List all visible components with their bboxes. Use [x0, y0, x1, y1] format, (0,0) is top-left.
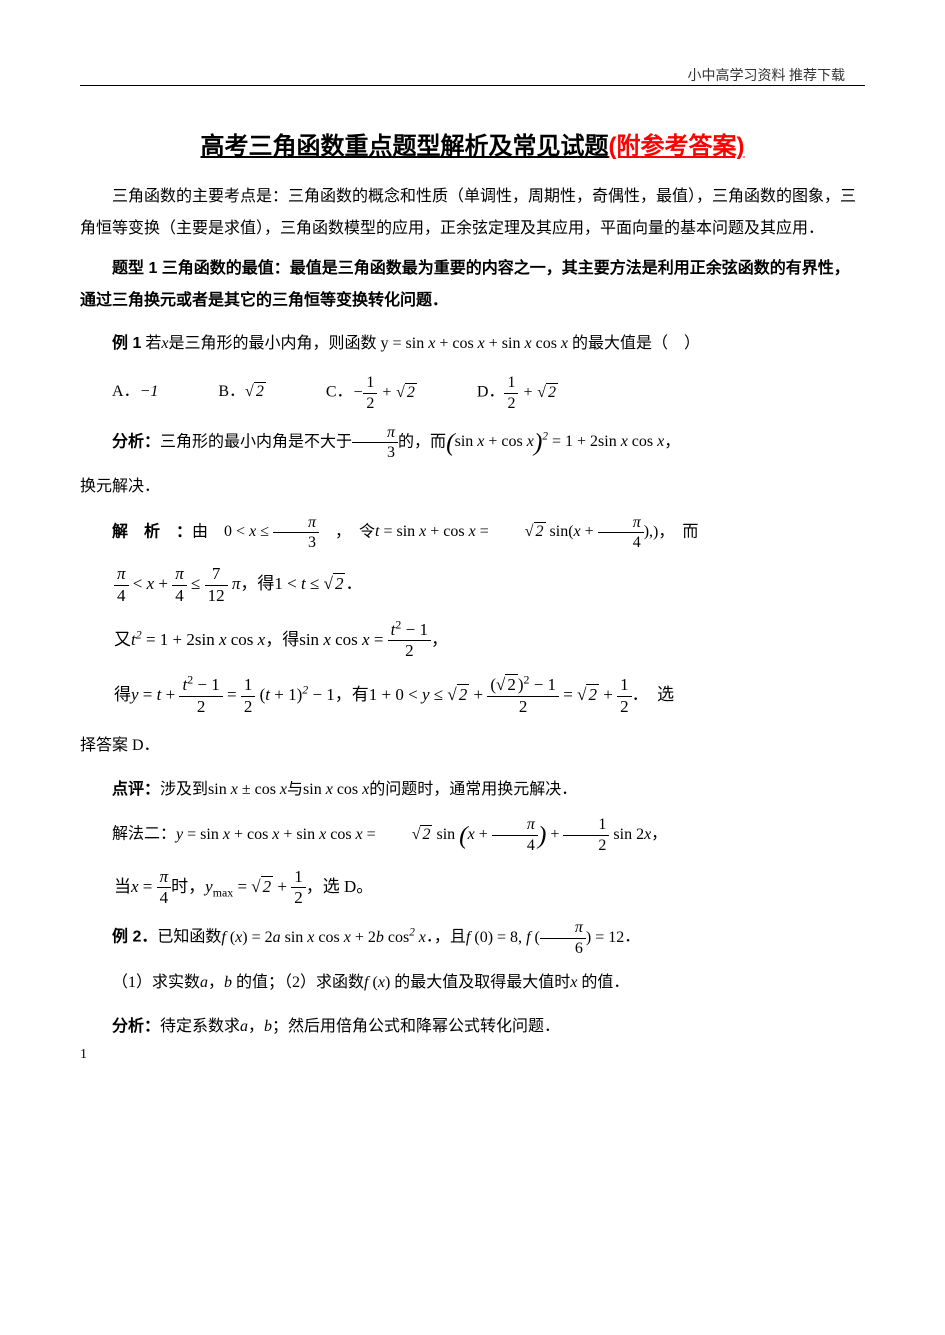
analysis-1: 分析：三角形的最小内角是不大于π3的，而(sin x + cos x)2 = 1… — [80, 423, 865, 462]
solution-1-line4: 得y = t + t2 − 12 = 12 (t + 1)2 − 1，有1 + … — [114, 671, 865, 719]
header-note: 小中高学习资料 推荐下载 — [688, 65, 846, 85]
page-number: 1 — [80, 1047, 87, 1063]
option-C: C．−12 + 2 — [326, 373, 417, 412]
intro-paragraph: 三角函数的主要考点是：三角函数的概念和性质（单调性，周期性，奇偶性，最值），三角… — [80, 181, 865, 245]
sol2-label: 解法二： — [112, 826, 176, 843]
sol1-label: 解 析 ： — [112, 523, 192, 540]
solution-1-line3: 又t2 = 1 + 2sin x cos x，得sin x cos x = t2… — [114, 616, 865, 664]
solution-1-line1: 解 析 ：由 0 < x ≤ π3 ， 令t = sin x + cos x =… — [80, 513, 865, 552]
ex1-expr: y = sin x + cos x + sin x cos x — [381, 335, 569, 352]
analysis-2: 分析：待定系数求a，b；然后用倍角公式和降幂公式转化问题． — [80, 1008, 865, 1046]
ex1-options: A．−1 B．2 C．−12 + 2 D．12 + 2 — [112, 373, 865, 412]
ex2-label: 例 2． — [112, 929, 157, 946]
analysis1-label: 分析： — [112, 433, 160, 450]
comment-1: 点评：涉及到sin x ± cos x与sin x cos x的问题时，通常用换… — [80, 771, 865, 809]
analysis1-b: 的，而 — [398, 433, 446, 450]
solution-1-line2: π4 < x + π4 ≤ 712 π，得1 < t ≤ 2． — [114, 560, 865, 608]
analysis-1-cont: 换元解决． — [80, 468, 865, 506]
ex1-text-after: 的最大值是（ ） — [568, 335, 700, 352]
solution-1-line5: 择答案 D． — [80, 727, 865, 765]
option-D: D．12 + 2 — [477, 373, 558, 412]
option-A: A．−1 — [112, 373, 158, 412]
page-title: 高考三角函数重点题型解析及常见试题(附参考答案) — [80, 126, 865, 161]
title-suffix: (附参考答案) — [609, 133, 745, 160]
example-1: 例 1 若x是三角形的最小内角，则函数 y = sin x + cos x + … — [80, 325, 865, 363]
title-main: 高考三角函数重点题型解析及常见试题 — [201, 133, 609, 160]
analysis1-c: ， — [664, 433, 680, 450]
example-2: 例 2．已知函数f (x) = 2a sin x cos x + 2b cos2… — [80, 918, 865, 957]
solution-2-line1: 解法二：y = sin x + cos x + sin x cos x = 2 … — [80, 815, 865, 854]
solution-2-line2: 当x = π4时，ymax = 2 + 12，选 D。 — [114, 863, 865, 911]
ex1-text-mid: 是三角形的最小内角，则函数 — [168, 335, 376, 352]
analysis1-a: 三角形的最小内角是不大于 — [160, 433, 352, 450]
comment1-label: 点评： — [112, 781, 160, 798]
header-divider — [80, 85, 865, 86]
ex1-label: 例 1 — [112, 335, 141, 352]
section-1-title: 题型 1 三角函数的最值：最值是三角函数最为重要的内容之一，其主要方法是利用正余… — [80, 253, 865, 317]
analysis2-label: 分析： — [112, 1018, 160, 1035]
example-2-q: （1）求实数a，b 的值；（2）求函数f (x) 的最大值及取得最大值时x 的值… — [80, 964, 865, 1002]
option-B: B．2 — [218, 373, 265, 412]
ex1-text-before: 若 — [141, 335, 161, 352]
